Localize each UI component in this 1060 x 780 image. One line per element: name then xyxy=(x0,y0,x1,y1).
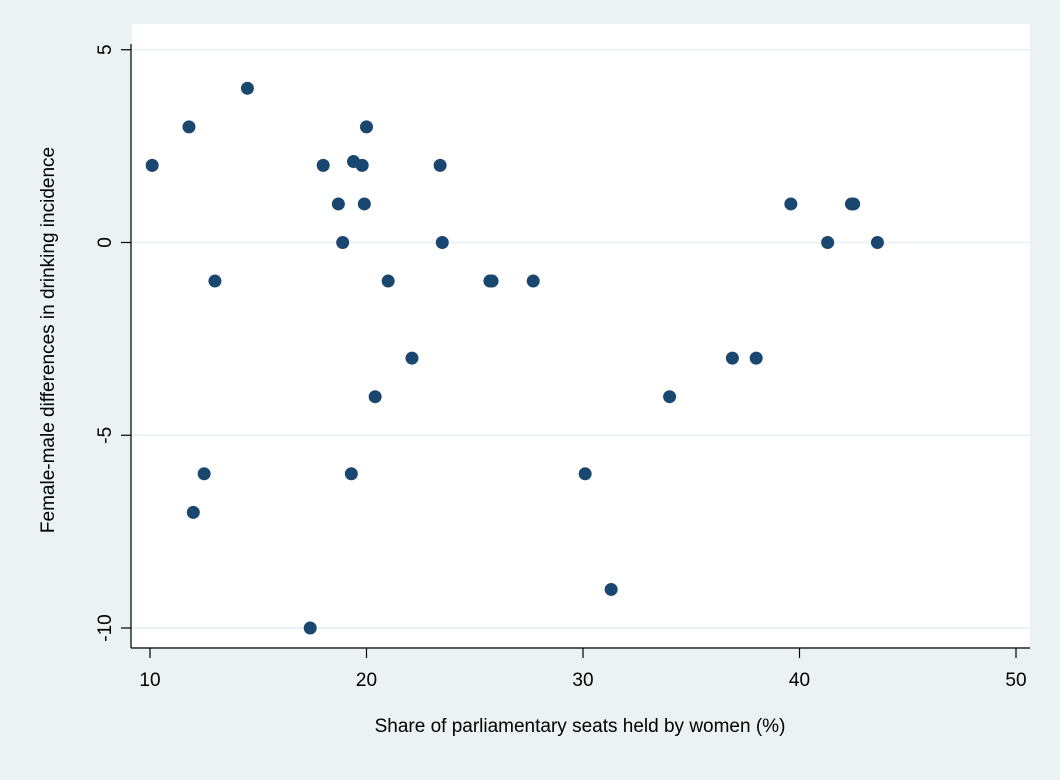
data-point xyxy=(186,505,200,519)
x-tick-label: 50 xyxy=(1005,670,1026,691)
data-point xyxy=(303,621,317,635)
data-point xyxy=(435,236,449,249)
data-point xyxy=(663,390,677,404)
data-point xyxy=(331,197,345,211)
data-point xyxy=(870,236,884,249)
data-point xyxy=(355,158,369,172)
y-tick-label: 5 xyxy=(95,44,116,55)
data-point xyxy=(182,120,196,134)
data-point xyxy=(433,158,447,172)
data-point xyxy=(847,197,861,211)
data-point xyxy=(360,120,373,134)
data-point xyxy=(197,467,211,481)
data-point xyxy=(578,467,592,481)
y-tick-label: -5 xyxy=(95,427,116,444)
data-point xyxy=(821,236,835,249)
x-axis-label: Share of parliamentary seats held by wom… xyxy=(375,716,786,737)
x-tick-label: 20 xyxy=(356,670,377,691)
data-point xyxy=(240,81,254,95)
data-point xyxy=(316,158,330,172)
data-point xyxy=(145,158,159,172)
y-axis-label: Female-male differences in drinking inci… xyxy=(38,147,59,533)
data-point xyxy=(405,351,419,365)
data-point xyxy=(208,274,222,288)
x-tick-label: 30 xyxy=(572,670,593,691)
data-point xyxy=(749,351,763,365)
data-point xyxy=(344,467,358,481)
data-point xyxy=(604,582,618,596)
data-points xyxy=(145,81,884,635)
data-point xyxy=(336,236,350,249)
y-tick-label: 0 xyxy=(95,237,116,248)
data-point xyxy=(368,390,382,404)
data-point xyxy=(725,351,739,365)
data-point xyxy=(357,197,371,211)
data-point xyxy=(784,197,798,211)
x-tick-label: 10 xyxy=(139,670,160,691)
y-tick-label: -10 xyxy=(95,614,116,641)
data-point xyxy=(485,274,499,288)
data-point xyxy=(381,274,395,288)
data-point xyxy=(526,274,540,288)
plot-area xyxy=(132,24,1030,647)
x-tick-label: 40 xyxy=(789,670,810,691)
